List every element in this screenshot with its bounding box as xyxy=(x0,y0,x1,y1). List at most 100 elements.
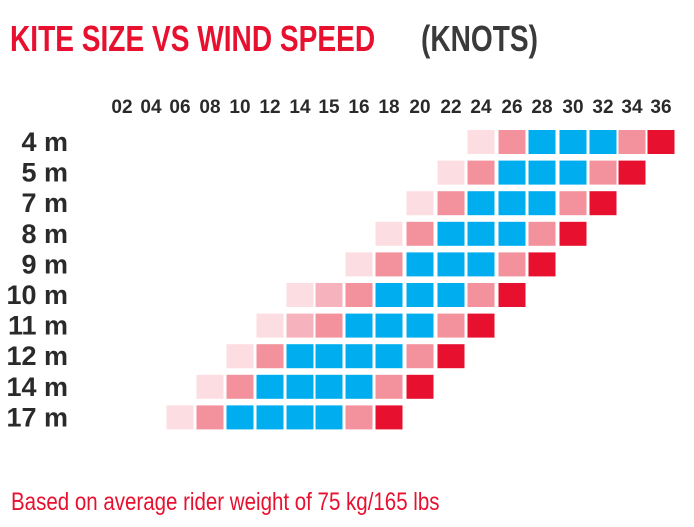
heatmap-cell xyxy=(528,221,556,246)
x-tick-label: 30 xyxy=(562,97,583,118)
heatmap-cell xyxy=(467,130,495,154)
heatmap-cell xyxy=(498,191,526,216)
heatmap-cell xyxy=(437,191,465,216)
heatmap-cell xyxy=(226,344,254,369)
heatmap-cell xyxy=(406,252,434,277)
heatmap-cell xyxy=(286,405,314,430)
heatmap-cell xyxy=(196,374,224,399)
heatmap-cell xyxy=(406,283,434,307)
heatmap-cell xyxy=(256,405,284,430)
row-label: 5 m xyxy=(21,158,68,188)
heatmap-cell xyxy=(437,160,465,185)
heatmap-cell xyxy=(256,344,284,369)
heatmap-cell xyxy=(467,160,495,185)
x-tick-label: 22 xyxy=(440,97,461,118)
heatmap-cell xyxy=(345,252,373,277)
heatmap-cell xyxy=(315,374,343,399)
heatmap-cell xyxy=(406,344,434,369)
row-label: 10 m xyxy=(6,280,68,310)
heatmap-cell xyxy=(166,405,194,430)
row-label: 9 m xyxy=(21,249,68,279)
heatmap-cell xyxy=(528,130,556,154)
x-tick-label: 02 xyxy=(111,97,132,118)
heatmap-cell xyxy=(589,130,617,154)
chart-title-line: KITE SIZE VS WIND SPEED (KNOTS) xyxy=(10,18,538,66)
heatmap-cell xyxy=(345,405,373,430)
row-label: 11 m xyxy=(8,311,68,341)
heatmap-cell xyxy=(647,130,675,154)
chart-title: KITE SIZE VS WIND SPEED xyxy=(10,18,376,59)
x-tick-label: 06 xyxy=(169,97,190,118)
x-tick-label: 14 xyxy=(289,97,311,118)
x-tick-label: 18 xyxy=(378,97,399,118)
heatmap-cell xyxy=(256,374,284,399)
x-tick-label: 08 xyxy=(199,97,220,118)
heatmap-cell xyxy=(437,252,465,277)
heatmap-cell xyxy=(256,313,284,338)
heatmap-cell xyxy=(467,283,495,307)
heatmap-cell xyxy=(589,191,617,216)
row-label: 14 m xyxy=(6,372,68,402)
heatmap-cell xyxy=(559,191,587,216)
heatmap-cell xyxy=(559,160,587,185)
row-label: 7 m xyxy=(21,188,68,218)
row-labels: 4 m5 m7 m8 m9 m10 m11 m12 m14 m17 m xyxy=(6,127,68,432)
heatmap-cell xyxy=(528,252,556,277)
heatmap-cell xyxy=(437,221,465,246)
heatmap-cell xyxy=(406,313,434,338)
x-tick-label: 10 xyxy=(229,97,250,118)
heatmap-cell xyxy=(498,160,526,185)
x-tick-label: 36 xyxy=(650,97,671,118)
heatmap-cell xyxy=(375,374,403,399)
heatmap-cell xyxy=(498,283,526,307)
heatmap-cell xyxy=(618,130,646,154)
footnote: Based on average rider weight of 75 kg/1… xyxy=(11,488,440,516)
x-tick-label: 12 xyxy=(259,97,280,118)
heatmap-cell xyxy=(498,221,526,246)
heatmap-cell xyxy=(286,374,314,399)
heatmap-cells xyxy=(166,130,675,430)
x-tick-label: 28 xyxy=(531,97,552,118)
heatmap-cell xyxy=(498,252,526,277)
heatmap-cell xyxy=(315,283,343,307)
heatmap-cell xyxy=(226,405,254,430)
heatmap-cell xyxy=(226,374,254,399)
x-tick-label: 16 xyxy=(348,97,369,118)
x-tick-label: 32 xyxy=(592,97,613,118)
heatmap-cell xyxy=(375,405,403,430)
heatmap-cell xyxy=(375,283,403,307)
heatmap-cell xyxy=(375,344,403,369)
heatmap-cell xyxy=(498,130,526,154)
heatmap-cell xyxy=(467,252,495,277)
heatmap-cell xyxy=(467,221,495,246)
heatmap-cell xyxy=(375,221,403,246)
heatmap-cell xyxy=(345,374,373,399)
heatmap-cell xyxy=(559,130,587,154)
row-label: 8 m xyxy=(21,219,68,249)
heatmap-cell xyxy=(345,344,373,369)
heatmap-cell xyxy=(315,313,343,338)
row-label: 17 m xyxy=(6,402,68,432)
row-label: 4 m xyxy=(21,127,68,157)
x-tick-label: 15 xyxy=(318,97,340,118)
heatmap-cell xyxy=(286,344,314,369)
x-tick-label: 26 xyxy=(501,97,522,118)
x-tick-label: 04 xyxy=(140,97,162,118)
heatmap-cell xyxy=(406,221,434,246)
heatmap-cell xyxy=(589,160,617,185)
heatmap-cell xyxy=(528,191,556,216)
heatmap-cell xyxy=(315,405,343,430)
x-tick-label: 34 xyxy=(621,97,643,118)
heatmap-cell xyxy=(375,252,403,277)
heatmap-cell xyxy=(528,160,556,185)
heatmap-cell xyxy=(286,283,314,307)
x-axis-ticks: 02 04 06 08 10 12 14 15 16 18 20 22 24 26 28 30 32 34 36 xyxy=(111,97,671,118)
chart-unit-label: (KNOTS) xyxy=(421,18,538,59)
heatmap-cell xyxy=(467,191,495,216)
heatmap-cell xyxy=(467,313,495,338)
heatmap-cell xyxy=(437,313,465,338)
heatmap-cell xyxy=(559,221,587,246)
heatmap-cell xyxy=(345,283,373,307)
